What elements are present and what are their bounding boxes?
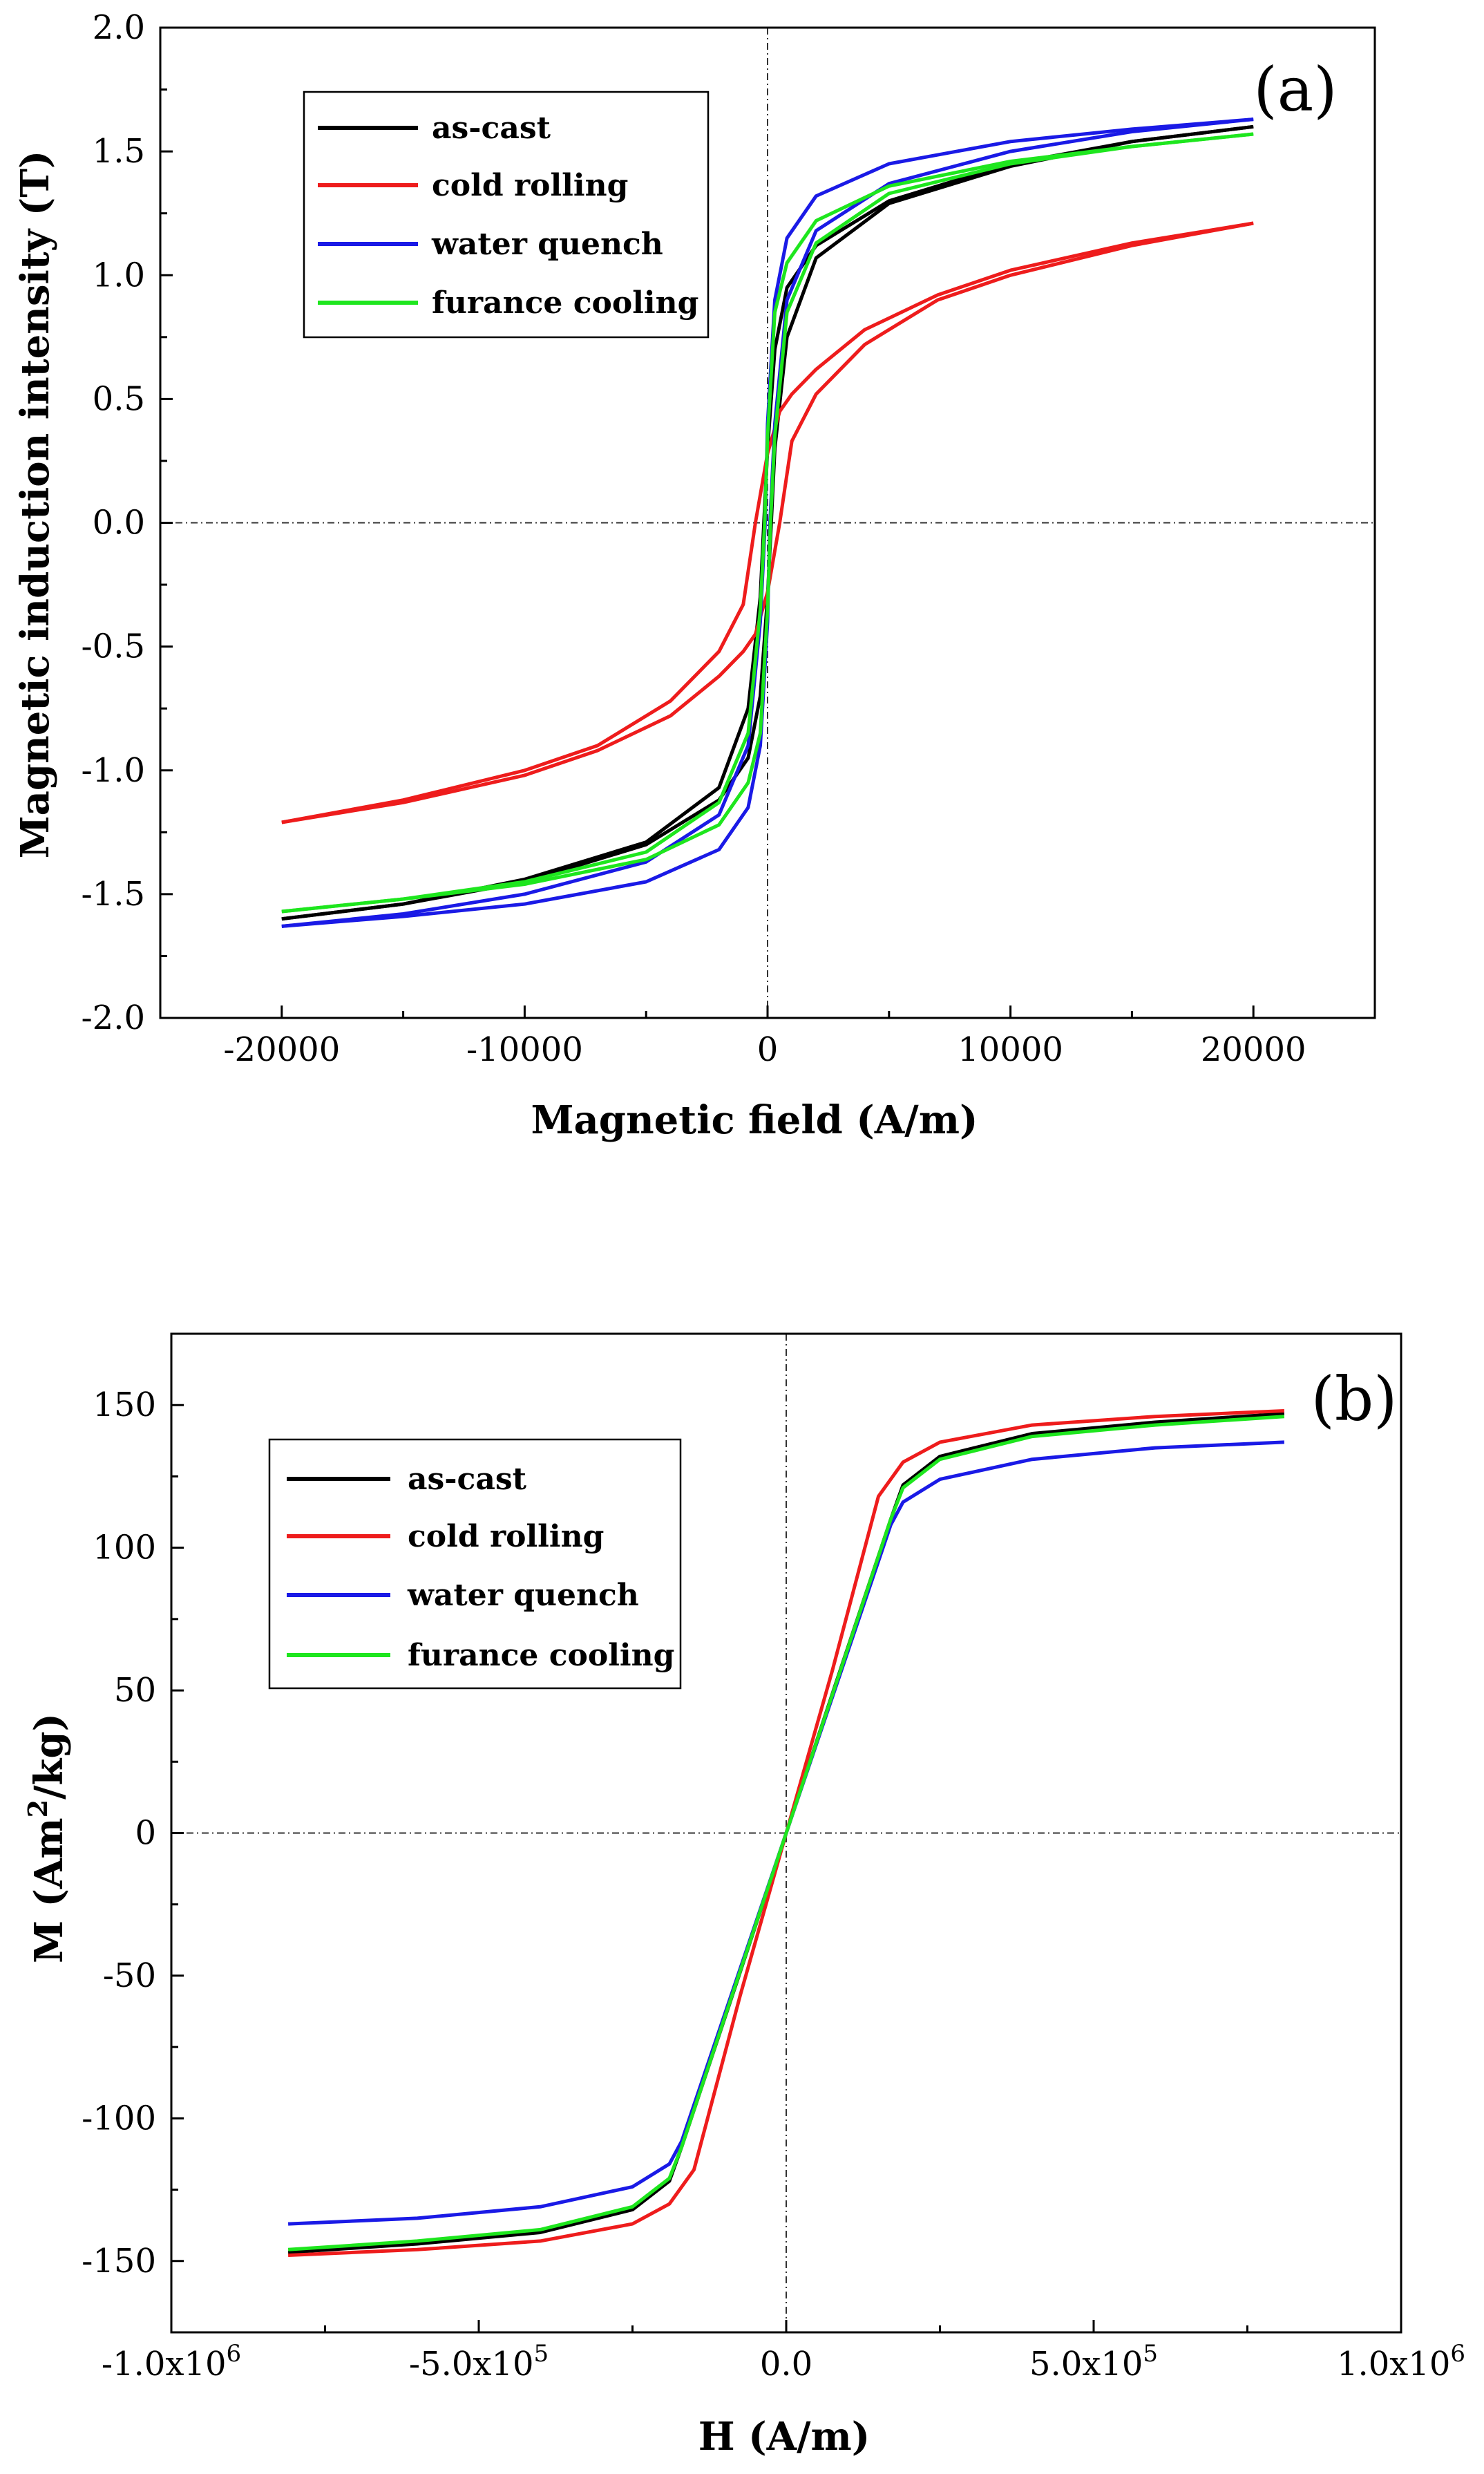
x-tick-label: -10000 bbox=[466, 1030, 583, 1069]
y-tick-label: 1.5 bbox=[93, 132, 145, 171]
panel-b-y-axis-title: M (Am2/kg) bbox=[22, 1713, 72, 1963]
legend-label-water-quench: water quench bbox=[431, 227, 663, 262]
legend-label-cold-rolling: cold rolling bbox=[432, 168, 628, 203]
y-tick-label: 0.5 bbox=[93, 379, 145, 418]
x-tick-label: -5.0x105 bbox=[409, 2340, 549, 2383]
legend-label-furance-cooling: furance cooling bbox=[432, 285, 698, 321]
series-furance-cooling-descending-branch bbox=[281, 132, 1254, 914]
legend-label-furance-cooling: furance cooling bbox=[408, 1638, 674, 1673]
x-tick-label-exponent: 6 bbox=[227, 2340, 242, 2368]
panel-a-y-axis-title: Magnetic induction intensity (T) bbox=[12, 151, 58, 859]
panel-a-magnetic-induction-chart: -20000 -10000 0 10000 20000 -2.0 -1.5 -1.0 -0.5… bbox=[12, 8, 1376, 1143]
y-tick-label: 2.0 bbox=[93, 8, 145, 47]
y-tick-label: 100 bbox=[93, 1529, 156, 1567]
x-tick-label-base: -1.0x10 bbox=[102, 2345, 227, 2383]
panel-a-zero-lines bbox=[160, 28, 1375, 1018]
y-tick-label: -150 bbox=[82, 2242, 156, 2281]
series-furance-cooling-ascending-branch bbox=[281, 132, 1254, 914]
y-tick-label: -2.0 bbox=[81, 999, 145, 1037]
series-furance-cooling-curve bbox=[287, 1415, 1285, 2251]
panel-b-magnetization-chart: -1.0x106 -5.0x105 0.0 5.0x105 1.0x106 -150-1… bbox=[22, 1332, 1465, 2459]
x-tick-label-exponent: 5 bbox=[534, 2340, 549, 2368]
y-tick-label: -100 bbox=[82, 2099, 156, 2137]
x-tick-label: -1.0x106 bbox=[102, 2340, 241, 2383]
panel-b-x-ticks: -1.0x106 -5.0x105 0.0 5.0x105 1.0x106 bbox=[102, 2320, 1465, 2383]
x-tick-label: 10000 bbox=[958, 1030, 1063, 1069]
x-tick-label: 0.0 bbox=[760, 2345, 812, 2383]
panel-b-label: (b) bbox=[1311, 1363, 1398, 1435]
panel-b-y-axis-title-superscript: 2 bbox=[22, 1800, 53, 1817]
x-tick-label-exponent: 5 bbox=[1143, 2340, 1158, 2368]
legend-label-as-cast: as-cast bbox=[408, 1462, 527, 1497]
y-tick-label: 0.0 bbox=[93, 504, 145, 542]
panel-b-y-axis-title-main: M (Am bbox=[26, 1817, 72, 1963]
panel-a-x-ticks: -20000 -10000 0 10000 20000 bbox=[223, 1005, 1306, 1069]
x-tick-label-exponent: 6 bbox=[1450, 2340, 1465, 2368]
y-tick-label: 1.0 bbox=[93, 256, 145, 294]
x-tick-label: 5.0x105 bbox=[1029, 2340, 1158, 2383]
x-tick-label-base: 0.0 bbox=[760, 2345, 812, 2383]
legend-label-as-cast: as-cast bbox=[432, 111, 551, 146]
panel-a-x-axis-title: Magnetic field (A/m) bbox=[531, 1097, 978, 1143]
legend-label-cold-rolling: cold rolling bbox=[408, 1519, 604, 1554]
panel-b-y-ticks: -150 -100 -50 0 50 100 150 bbox=[82, 1386, 184, 2281]
y-tick-label: 50 bbox=[114, 1671, 156, 1710]
panel-a-legend: as-cast cold rolling water quench furanc… bbox=[303, 91, 710, 339]
x-tick-label: 0 bbox=[757, 1030, 779, 1069]
panel-b-x-axis-title: H (A/m) bbox=[698, 2414, 871, 2459]
y-tick-label: -50 bbox=[103, 1956, 156, 1995]
panel-a-label: (a) bbox=[1253, 54, 1337, 125]
panel-b-y-axis-title-end: /kg) bbox=[26, 1713, 72, 1800]
y-tick-label: -0.5 bbox=[81, 627, 145, 666]
legend-label-water-quench: water quench bbox=[407, 1578, 639, 1613]
y-tick-label: -1.5 bbox=[81, 875, 145, 914]
x-tick-label: 20000 bbox=[1201, 1030, 1306, 1069]
panel-b-legend: as-cast cold rolling water quench furanc… bbox=[268, 1438, 682, 1690]
x-tick-label: 1.0x106 bbox=[1337, 2340, 1465, 2383]
y-tick-label: 150 bbox=[93, 1386, 156, 1424]
x-tick-label-base: 5.0x10 bbox=[1029, 2345, 1143, 2383]
panel-b-curves bbox=[287, 1409, 1285, 2257]
x-tick-label-base: -5.0x10 bbox=[409, 2345, 534, 2383]
panel-a-y-ticks: -2.0 -1.5 -1.0 -0.5 0.0 0.5 1.0 1.5 2.0 bbox=[81, 8, 173, 1037]
x-tick-label: -20000 bbox=[223, 1030, 340, 1069]
y-tick-label: 0 bbox=[135, 1814, 156, 1853]
panel-a-legend-box bbox=[303, 91, 710, 339]
y-tick-label: -1.0 bbox=[81, 751, 145, 790]
x-tick-label-base: 1.0x10 bbox=[1337, 2345, 1450, 2383]
panel-a-curves bbox=[281, 117, 1254, 928]
